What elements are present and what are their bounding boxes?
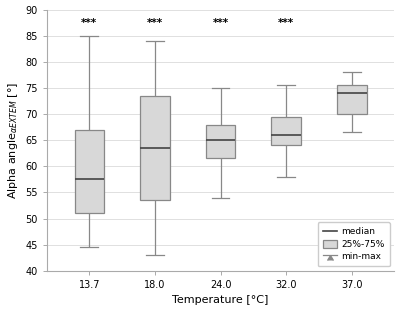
- Bar: [337, 85, 366, 114]
- Text: ***: ***: [81, 18, 97, 28]
- Text: ***: ***: [212, 18, 229, 28]
- X-axis label: Temperature [°C]: Temperature [°C]: [172, 295, 269, 305]
- Y-axis label: Alpha angle$_{\mathit{\alpha EXTEM}}$ [°]: Alpha angle$_{\mathit{\alpha EXTEM}}$ [°…: [6, 82, 20, 199]
- Text: ***: ***: [147, 18, 163, 28]
- Bar: [206, 124, 235, 159]
- Bar: [140, 96, 170, 200]
- Bar: [272, 117, 301, 146]
- Legend: median, 25%-75%, min-max: median, 25%-75%, min-max: [318, 222, 390, 266]
- Text: ***: ***: [278, 18, 294, 28]
- Bar: [74, 130, 104, 213]
